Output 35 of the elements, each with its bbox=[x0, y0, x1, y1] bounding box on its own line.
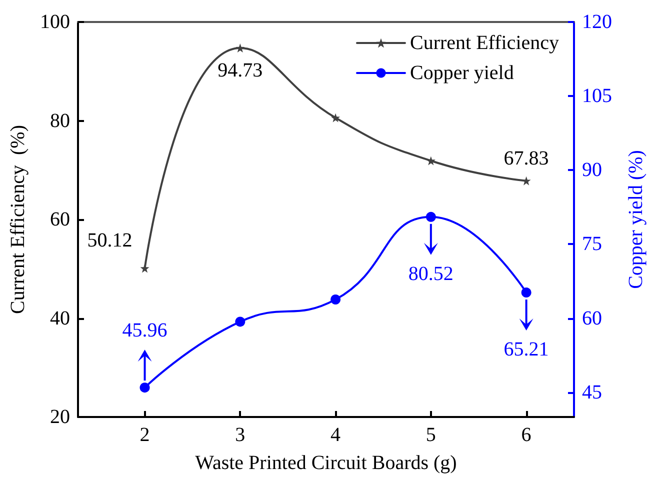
legend-label: Copper yield bbox=[410, 62, 514, 84]
x-tick-label: 4 bbox=[330, 424, 341, 446]
point bbox=[331, 113, 340, 122]
y2-tick-label: 120 bbox=[582, 11, 612, 33]
y-tick-label: 40 bbox=[50, 307, 70, 330]
point bbox=[330, 294, 341, 304]
x-tick-label: 5 bbox=[426, 424, 436, 446]
y2-tick-label: 90 bbox=[582, 159, 602, 182]
point bbox=[140, 382, 150, 393]
data-label: 50.12 bbox=[87, 229, 132, 252]
data-label: 65.21 bbox=[504, 338, 549, 361]
y2-tick-label: 75 bbox=[582, 233, 602, 256]
x-tick-label: 2 bbox=[140, 424, 150, 446]
y-tick-label: 80 bbox=[50, 110, 70, 132]
point bbox=[521, 288, 532, 298]
x-tick-label: 3 bbox=[235, 424, 246, 446]
data-label: 94.73 bbox=[218, 60, 263, 82]
data-label: 45.96 bbox=[122, 320, 168, 342]
y-axis-title: Current Efficiency (%) bbox=[7, 125, 29, 314]
y2-tick-label: 60 bbox=[582, 307, 602, 330]
legend-label: Current Efficiency bbox=[410, 32, 559, 54]
y2-tick-label: 105 bbox=[582, 85, 612, 108]
point bbox=[140, 264, 150, 273]
y-tick-label: 20 bbox=[50, 406, 70, 428]
y2-axis-title: Copper yield (%) bbox=[625, 150, 647, 289]
x-tick-label: 6 bbox=[521, 424, 532, 446]
point bbox=[426, 212, 436, 222]
point bbox=[236, 44, 245, 53]
y-tick-label: 100 bbox=[40, 11, 70, 33]
data-label: 80.52 bbox=[408, 262, 454, 285]
point bbox=[235, 316, 246, 327]
data-label: 67.83 bbox=[504, 147, 549, 170]
y2-tick-label: 45 bbox=[582, 381, 602, 404]
y-tick-label: 60 bbox=[50, 208, 70, 230]
x-axis-title: Waste Printed Circuit Boards (g) bbox=[195, 452, 457, 474]
